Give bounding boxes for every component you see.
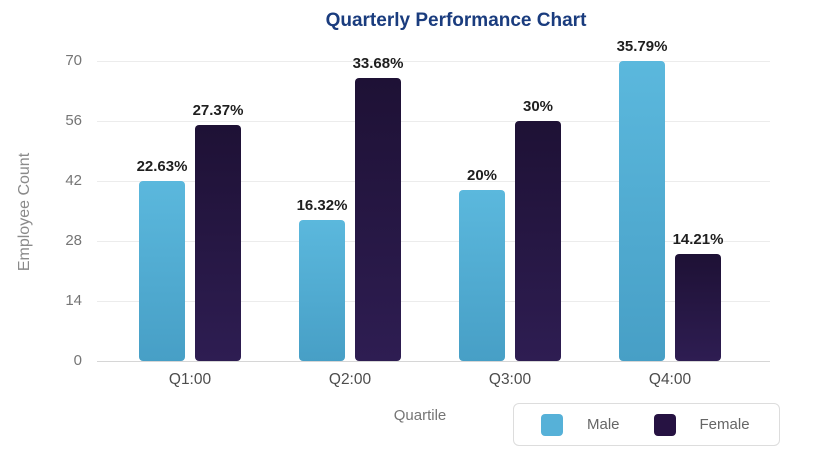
bar-value-label: 14.21% [672, 230, 724, 248]
bar-value-label: 33.68% [352, 55, 404, 73]
bar-female-Q300[interactable] [515, 121, 561, 361]
bar-value-label: 20% [466, 166, 498, 184]
gridline [97, 181, 770, 182]
gridline [97, 121, 770, 122]
gridline [97, 241, 770, 242]
legend-swatch-female [653, 413, 676, 436]
bar-female-Q100[interactable] [195, 125, 241, 361]
x-axis-line [97, 361, 770, 362]
legend-item-female[interactable]: Female [653, 413, 750, 436]
y-tick-label: 56 [65, 112, 82, 129]
bar-male-Q200[interactable] [299, 219, 345, 361]
x-tick-label: Q1:00 [168, 371, 212, 388]
y-axis-title: Employee Count [16, 152, 33, 272]
x-tick-label: Q3:00 [488, 371, 532, 388]
x-tick-label: Q2:00 [328, 371, 372, 388]
y-tick-label: 28 [65, 232, 82, 249]
legend-item-male[interactable]: Male [541, 413, 620, 436]
y-tick-label: 70 [65, 52, 82, 69]
legend-label: Male [587, 416, 620, 433]
y-tick-label: 14 [65, 292, 82, 309]
bar-male-Q100[interactable] [139, 181, 185, 361]
x-axis-title: Quartile [393, 407, 447, 424]
y-tick-label: 42 [65, 172, 82, 189]
legend: Male Female [513, 403, 780, 446]
bar-value-label: 27.37% [192, 102, 244, 120]
legend-label: Female [699, 416, 750, 433]
bar-female-Q200[interactable] [355, 78, 401, 361]
chart-title: Quarterly Performance Chart [325, 10, 587, 31]
gridline [97, 61, 770, 62]
x-tick-label: Q4:00 [648, 371, 692, 388]
bar-value-label: 30% [522, 98, 554, 115]
bar-value-label: 35.79% [616, 38, 668, 55]
bar-value-label: 16.32% [296, 196, 348, 214]
gridline [97, 301, 770, 302]
y-tick-label: 0 [73, 352, 82, 369]
legend-swatch-male [541, 413, 563, 436]
bar-female-Q400[interactable] [675, 253, 721, 361]
bar-male-Q400[interactable] [619, 61, 665, 361]
bar-male-Q300[interactable] [459, 189, 505, 361]
bar-value-label: 22.63% [136, 158, 188, 175]
